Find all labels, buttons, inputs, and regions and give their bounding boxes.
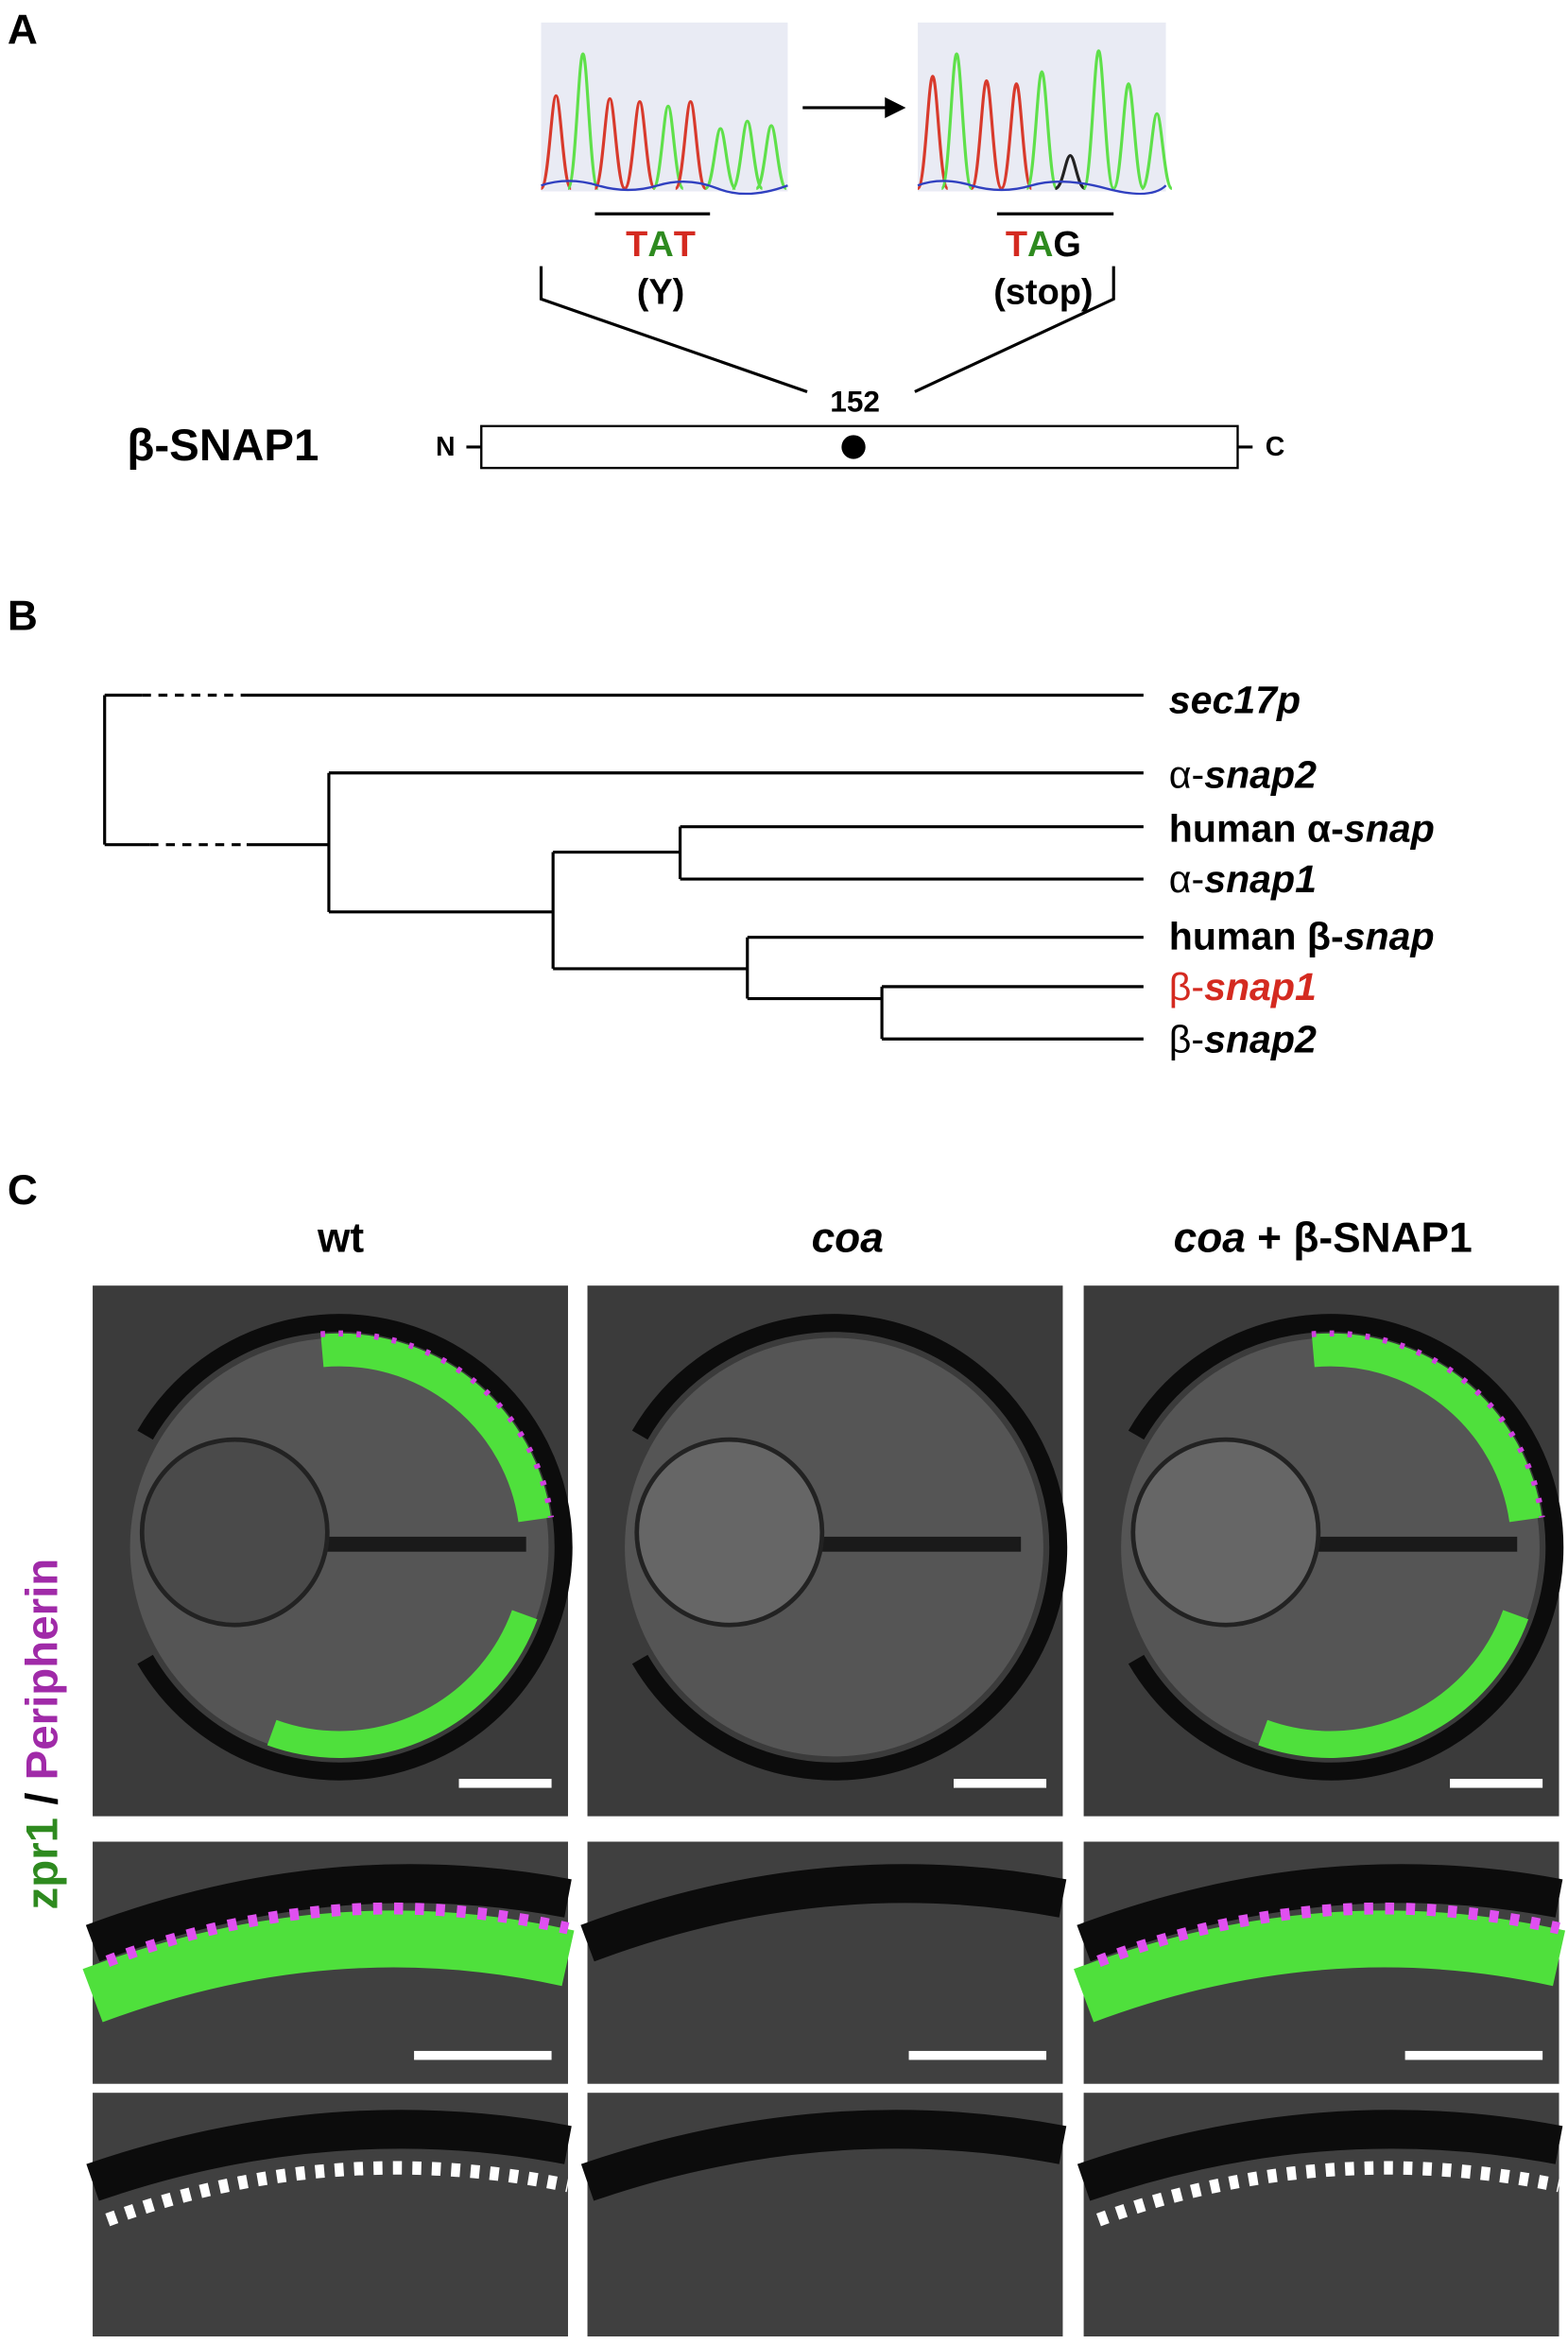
arrow-head	[885, 96, 906, 119]
protein-name: β-SNAP1	[127, 421, 319, 471]
column-header: coa	[812, 1215, 884, 1261]
eye-outline	[1128, 1314, 1564, 1781]
panel-label: C	[8, 1167, 38, 1214]
peak	[674, 100, 708, 190]
pigment-layer	[580, 2110, 1067, 2201]
peak	[1111, 82, 1146, 190]
leaf-prefix: β-	[1169, 1017, 1204, 1060]
peak	[916, 75, 950, 190]
leaf-label: sec17p	[1169, 678, 1301, 721]
pigment-layer	[1077, 1864, 1563, 1962]
peak	[1025, 70, 1059, 190]
peripherin-stain	[1311, 1330, 1545, 1518]
leaf-gene: snap1	[1204, 965, 1317, 1008]
peak	[593, 96, 627, 190]
leaf-prefix: human β-	[1169, 914, 1344, 957]
tree	[103, 693, 1144, 1041]
residue: (stop)	[993, 273, 1093, 313]
scale-bar	[458, 1779, 552, 1788]
baseline-trace	[541, 180, 788, 196]
leaf-gene: sec17p	[1169, 678, 1301, 721]
codon: TAT	[626, 225, 696, 265]
lens	[139, 1437, 330, 1628]
photoreceptor-stain	[1074, 1910, 1566, 2023]
micrographs	[82, 1285, 1566, 2336]
eye-outline	[137, 1314, 573, 1781]
peripherin-stain	[105, 2161, 570, 2227]
leaf-label: α-snap1	[1169, 857, 1317, 901]
pigment-layer	[580, 1864, 1067, 1962]
scale-bar	[908, 2050, 1047, 2060]
column-header: coa + β-SNAP1	[1174, 1215, 1473, 1261]
leaf-gene: snap1	[1204, 857, 1317, 901]
leaf-label: β-snap1	[1169, 965, 1317, 1008]
pigment-layer	[1077, 2110, 1563, 2201]
photoreceptor-stain	[267, 1610, 538, 1758]
photoreceptor-stain	[82, 1910, 575, 2023]
peak	[566, 52, 600, 190]
lens	[634, 1437, 825, 1628]
baseline-trace	[917, 180, 1167, 196]
leaf-label: human β-snap	[1169, 914, 1435, 957]
bracket	[539, 266, 808, 393]
peak	[539, 94, 573, 190]
chromatogram-traces	[539, 49, 1174, 196]
photoreceptor-stain	[1311, 1333, 1542, 1523]
leaf-label: β-snap2	[1169, 1017, 1317, 1060]
position: 152	[830, 384, 880, 418]
leaf-gene: snap	[1344, 914, 1435, 957]
bracket	[914, 266, 1115, 393]
leaf-prefix: α-	[1169, 857, 1204, 901]
scale-bar	[414, 2050, 552, 2060]
leaf-gene: snap	[1344, 806, 1435, 850]
eye-outline	[631, 1314, 1068, 1781]
pigment-layer	[86, 2110, 572, 2201]
peak	[623, 100, 657, 190]
leaf-gene: snap2	[1204, 752, 1317, 796]
peripherin-stain	[1095, 2161, 1560, 2227]
leaf-prefix: β-	[1169, 965, 1204, 1008]
panel-label: B	[8, 594, 38, 640]
tree-labels: sec17p α-snap2 human α-snap α-snap1 human β-…	[1169, 678, 1435, 1060]
mutation-site	[841, 435, 866, 459]
residue: (Y)	[637, 273, 685, 313]
peak	[731, 119, 765, 190]
leaf-prefix: α-	[1169, 752, 1204, 796]
peak	[754, 124, 788, 190]
peak	[970, 78, 1004, 190]
leaf-label: human α-snap	[1169, 806, 1435, 850]
peak	[651, 104, 685, 190]
scale-bar	[1404, 2050, 1543, 2060]
c-terminus: C	[1266, 432, 1285, 462]
peak	[939, 52, 974, 190]
stain-label: zpr1 / Peripherin	[17, 1559, 67, 1910]
peak	[1082, 49, 1115, 190]
chromatogram	[541, 22, 788, 192]
chromatogram	[918, 22, 1166, 192]
codon: TAG	[1006, 225, 1081, 265]
photoreceptor-stain	[320, 1333, 551, 1523]
pigment-layer	[85, 1864, 572, 1962]
scale-bar	[954, 1779, 1047, 1788]
leaf-prefix: human α-	[1169, 806, 1344, 850]
n-terminus: N	[436, 432, 456, 462]
column-header: wt	[317, 1215, 364, 1261]
lens	[1130, 1437, 1321, 1628]
photoreceptor-stain	[1258, 1610, 1529, 1758]
peak	[1000, 82, 1033, 190]
leaf-label: α-snap2	[1169, 752, 1317, 796]
peak	[1140, 112, 1174, 190]
leaf-gene: snap2	[1204, 1017, 1317, 1060]
peripherin-stain	[320, 1330, 555, 1518]
peak	[703, 127, 737, 190]
panel-label: A	[8, 8, 38, 54]
peripherin-stain	[1096, 1902, 1560, 1967]
scale-bar	[1450, 1779, 1543, 1788]
peripherin-stain	[105, 1902, 570, 1967]
